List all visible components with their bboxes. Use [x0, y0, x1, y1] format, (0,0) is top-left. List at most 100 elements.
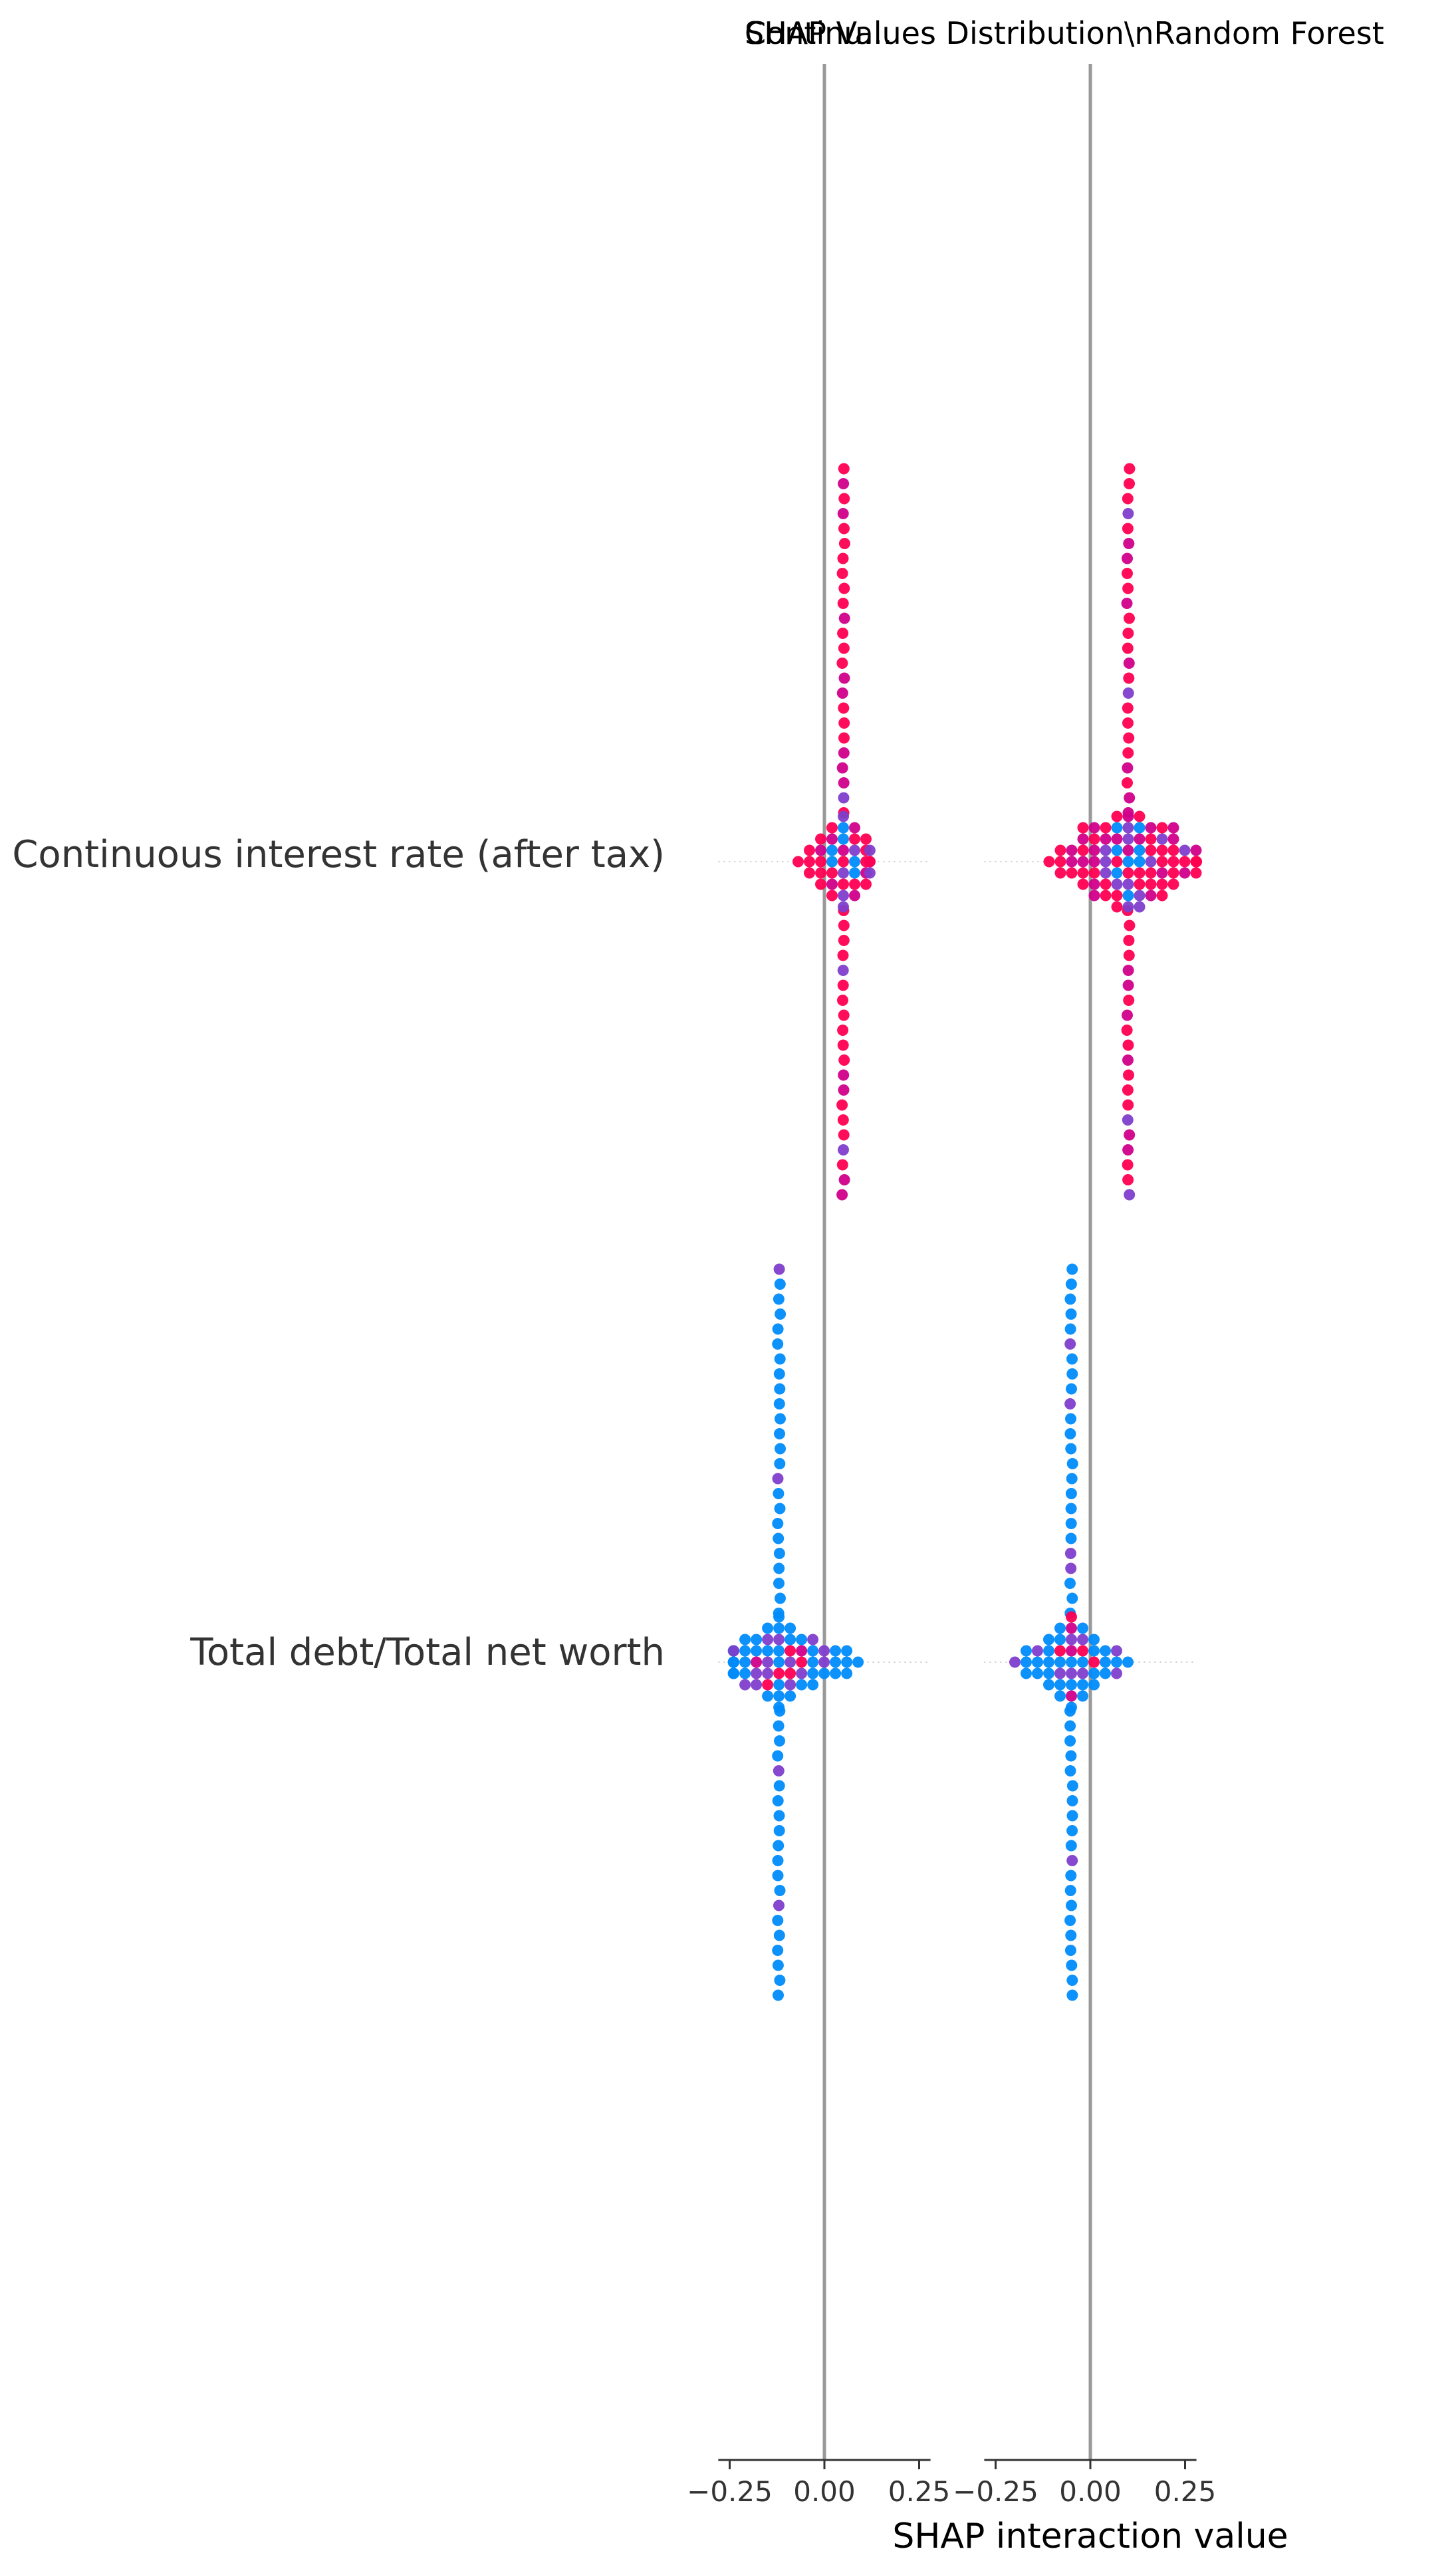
- data-point: [1167, 844, 1179, 856]
- data-point: [1167, 856, 1179, 868]
- data-point: [772, 1795, 784, 1806]
- data-point: [762, 1622, 774, 1634]
- data-point: [773, 1690, 785, 1702]
- data-point: [1122, 747, 1134, 759]
- data-point: [1066, 1810, 1078, 1822]
- data-point: [838, 463, 850, 475]
- data-point: [838, 878, 849, 890]
- data-point: [1122, 762, 1134, 774]
- data-point: [1122, 1009, 1133, 1021]
- x-tick-label: −0.25: [953, 2475, 1038, 2508]
- data-point: [826, 867, 838, 879]
- data-point: [836, 658, 848, 669]
- data-point: [772, 1473, 784, 1485]
- data-point: [1122, 878, 1134, 890]
- data-point: [1066, 1353, 1078, 1365]
- data-point: [1077, 1690, 1088, 1702]
- data-point: [838, 672, 850, 684]
- data-point: [838, 1084, 850, 1096]
- data-point: [1077, 1645, 1088, 1657]
- data-point: [1111, 833, 1123, 845]
- data-point: [1021, 1645, 1032, 1657]
- data-point: [1064, 1323, 1076, 1335]
- data-point: [830, 1656, 842, 1668]
- data-point: [1156, 867, 1168, 879]
- data-point: [1122, 628, 1134, 639]
- data-point: [1066, 1701, 1077, 1713]
- data-point: [1066, 867, 1078, 879]
- data-point: [807, 1679, 819, 1691]
- data-point: [836, 1189, 848, 1201]
- data-point: [852, 1656, 864, 1668]
- zero-lines: [822, 64, 1092, 2460]
- data-point: [818, 1645, 830, 1657]
- data-point: [1100, 856, 1112, 868]
- data-point: [815, 856, 826, 868]
- data-point: [1066, 1458, 1078, 1469]
- data-point: [1122, 822, 1134, 834]
- data-point: [1145, 867, 1157, 879]
- data-point: [796, 1634, 808, 1646]
- data-point: [849, 844, 860, 856]
- data-point: [841, 1645, 853, 1657]
- data-point: [1064, 1548, 1076, 1559]
- data-point: [1077, 1622, 1088, 1634]
- data-point: [1122, 777, 1133, 789]
- data-point: [849, 856, 860, 868]
- data-point: [751, 1656, 763, 1668]
- data-point: [772, 1323, 784, 1335]
- data-point: [836, 687, 848, 699]
- data-point: [1156, 822, 1168, 834]
- data-point: [1066, 1473, 1078, 1485]
- data-point: [728, 1667, 740, 1679]
- data-point: [838, 538, 850, 549]
- data-point: [838, 1129, 850, 1141]
- data-point: [1043, 1645, 1054, 1657]
- data-point: [860, 878, 872, 890]
- data-point: [838, 612, 850, 624]
- data-point: [1032, 1656, 1043, 1668]
- data-point: [773, 1622, 785, 1634]
- data-point: [1066, 1959, 1078, 1971]
- data-point: [1100, 822, 1112, 834]
- data-point: [773, 1780, 785, 1792]
- data-point: [1134, 878, 1146, 890]
- data-point: [836, 1159, 848, 1171]
- data-point: [774, 1503, 786, 1515]
- data-point: [1122, 901, 1134, 913]
- data-point: [1123, 732, 1135, 744]
- data-point: [1065, 1308, 1077, 1320]
- data-point: [1065, 1929, 1077, 1941]
- data-point: [1156, 833, 1168, 845]
- data-point: [1088, 822, 1100, 834]
- data-point: [796, 1667, 808, 1679]
- data-point: [772, 1870, 784, 1882]
- data-point: [1077, 833, 1089, 845]
- data-point: [1124, 792, 1136, 804]
- data-point: [792, 856, 804, 868]
- data-point: [1123, 658, 1135, 669]
- data-point: [841, 1656, 853, 1668]
- data-point: [838, 732, 850, 744]
- data-point: [818, 1667, 830, 1679]
- data-point: [1077, 822, 1089, 834]
- data-point: [773, 1562, 785, 1574]
- data-point: [739, 1645, 751, 1657]
- x-tick-label: 0.25: [1154, 2475, 1217, 2508]
- data-point: [838, 717, 850, 729]
- data-point: [1064, 1398, 1076, 1409]
- data-point: [1032, 1645, 1043, 1657]
- data-point: [1064, 1428, 1076, 1439]
- data-point: [775, 1592, 786, 1604]
- data-point: [1122, 890, 1134, 902]
- data-point: [864, 844, 876, 856]
- data-point: [826, 822, 838, 834]
- data-point: [1066, 1611, 1077, 1623]
- data-point: [762, 1690, 774, 1702]
- data-point: [1088, 833, 1100, 845]
- data-point: [1122, 1114, 1134, 1126]
- data-point: [1134, 810, 1146, 822]
- data-point: [1077, 1667, 1088, 1679]
- data-point: [739, 1634, 751, 1646]
- data-point: [774, 1428, 785, 1439]
